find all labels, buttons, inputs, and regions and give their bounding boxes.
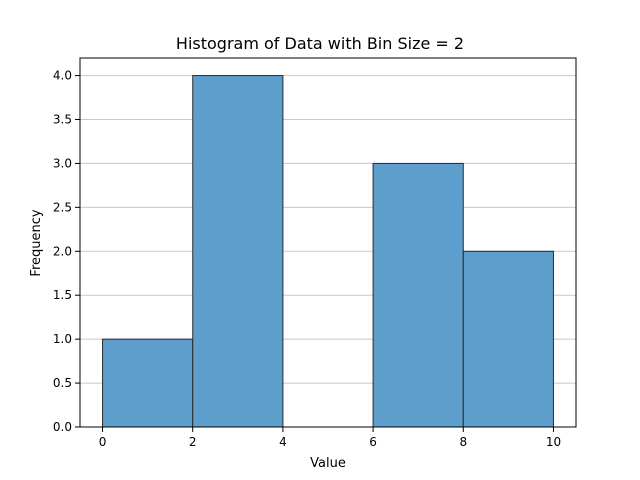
x-tick-label: 0 — [99, 435, 107, 449]
y-tick-label: 1.5 — [53, 288, 72, 302]
chart-title: Histogram of Data with Bin Size = 2 — [176, 34, 464, 53]
x-tick-label: 2 — [189, 435, 197, 449]
y-axis-ticks: 0.0 0.5 1.0 1.5 2.0 2.5 3.0 3.5 4.0 — [53, 69, 80, 434]
y-tick-label: 0.5 — [53, 376, 72, 390]
x-axis-ticks: 0 2 4 6 8 10 — [99, 427, 561, 449]
histogram-bar-2-4 — [192, 75, 284, 428]
y-tick-label: 1.0 — [53, 332, 72, 346]
y-tick-label: 2.0 — [53, 244, 72, 258]
x-tick-label: 4 — [279, 435, 287, 449]
y-axis-label: Frequency — [29, 209, 44, 276]
y-tick-label: 3.5 — [53, 113, 72, 127]
y-tick-label: 3.0 — [53, 156, 72, 170]
histogram-bar-0-2 — [102, 338, 194, 428]
bars — [102, 75, 554, 428]
histogram-bar-6-8 — [372, 162, 464, 428]
y-tick-label: 2.5 — [53, 200, 72, 214]
histogram-bar-8-10 — [462, 250, 554, 428]
x-tick-label: 6 — [369, 435, 377, 449]
plot-frame — [79, 57, 577, 428]
y-tick-label: 4.0 — [53, 69, 72, 83]
y-tick-label: 0.0 — [53, 420, 72, 434]
x-tick-label: 10 — [546, 435, 561, 449]
x-tick-label: 8 — [459, 435, 467, 449]
x-axis-label: Value — [310, 456, 346, 471]
